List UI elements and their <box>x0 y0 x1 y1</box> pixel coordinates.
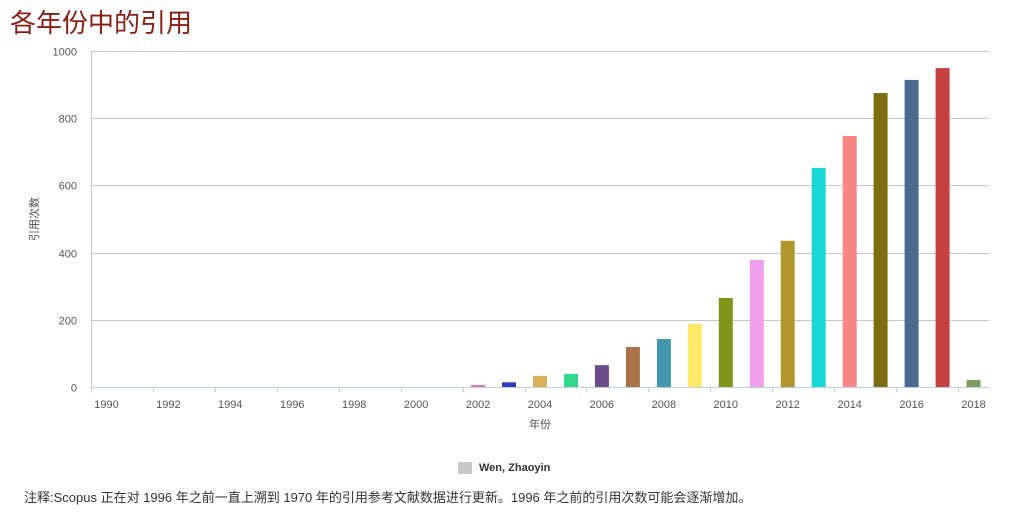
bar-2006[interactable] <box>594 365 609 387</box>
x-tick-label: 2004 <box>528 399 552 411</box>
bar-2011[interactable] <box>749 260 764 387</box>
y-tick-label: 600 <box>59 181 77 193</box>
legend-item[interactable]: Wen, Zhaoyin <box>458 460 550 476</box>
y-tick-label: 800 <box>59 114 77 126</box>
x-tick-label: 1996 <box>280 399 304 411</box>
legend-label: Wen, Zhaoyin <box>479 462 551 474</box>
bar-2002[interactable] <box>471 385 486 387</box>
bar-2016[interactable] <box>904 79 919 388</box>
x-tick-label: 2010 <box>714 399 738 411</box>
y-tick-label: 0 <box>71 383 77 395</box>
bar-2013[interactable] <box>811 167 826 387</box>
x-axis-title: 年份 <box>529 417 551 431</box>
bar-2009[interactable] <box>687 323 702 387</box>
chart-title: 各年份中的引用 <box>10 8 193 38</box>
x-tick-label: 1990 <box>94 399 118 411</box>
bar-2003[interactable] <box>502 382 516 387</box>
y-axis-title: 引用次数 <box>27 197 41 241</box>
bar-2005[interactable] <box>564 373 578 387</box>
y-tick-label: 200 <box>59 316 77 328</box>
x-tick-label: 2002 <box>466 399 490 411</box>
x-tick-label: 1992 <box>156 399 180 411</box>
x-tick-label: 2014 <box>837 399 861 411</box>
x-tick-label: 2008 <box>652 399 676 411</box>
x-tick-label: 2012 <box>775 399 799 411</box>
bar-series <box>471 68 981 388</box>
bar-2004[interactable] <box>533 375 547 387</box>
bar-2007[interactable] <box>625 347 640 387</box>
legend-swatch <box>458 462 472 474</box>
citations-bar-chart: 0 200 400 600 800 1000 1990 1992 1994 1996 1998 20… <box>27 47 989 431</box>
bar-2014[interactable] <box>842 136 857 387</box>
bar-2017[interactable] <box>935 68 950 387</box>
bar-2018[interactable] <box>966 379 981 387</box>
x-tick-label: 2006 <box>590 399 614 411</box>
x-tick-label: 2000 <box>404 399 428 411</box>
bar-2012[interactable] <box>780 240 795 387</box>
x-axis: 1990 1992 1994 1996 1998 2000 2002 2004 2006 2008… <box>91 387 989 411</box>
y-tick-label: 1000 <box>53 47 77 59</box>
footnote: 注释:Scopus 正在对 1996 年之前一直上溯到 1970 年的引用参考文… <box>24 490 752 505</box>
x-tick-label: 1998 <box>342 399 366 411</box>
bar-2010[interactable] <box>718 298 733 387</box>
x-tick-label: 1994 <box>218 399 242 411</box>
y-axis: 0 200 400 600 800 1000 <box>53 47 92 395</box>
x-tick-label: 2018 <box>961 399 985 411</box>
gridlines <box>91 51 989 321</box>
bar-2015[interactable] <box>873 93 888 387</box>
bar-2008[interactable] <box>656 339 671 387</box>
y-tick-label: 400 <box>59 249 77 261</box>
x-tick-label: 2016 <box>899 399 923 411</box>
